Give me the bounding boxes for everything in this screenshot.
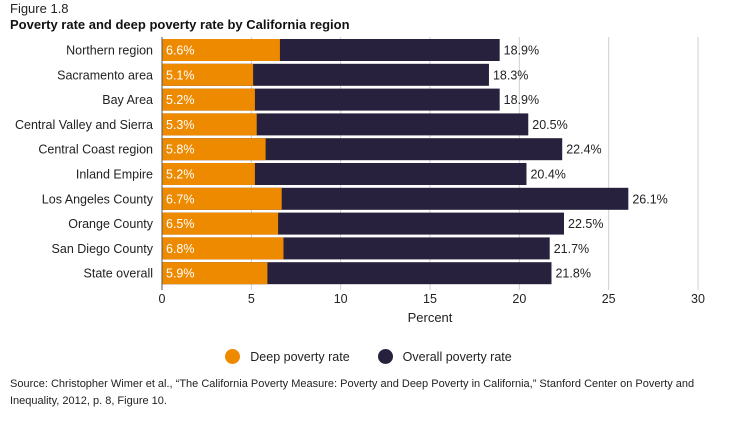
figure-label: Figure 1.8 — [10, 1, 69, 16]
category-label: Central Valley and Sierra — [15, 118, 153, 132]
data-label-overall: 20.4% — [530, 168, 565, 182]
legend: Deep poverty rate Overall poverty rate — [0, 349, 737, 364]
data-label-deep: 5.3% — [166, 118, 195, 132]
data-label-deep: 5.9% — [166, 267, 195, 281]
data-label-overall: 20.5% — [532, 118, 567, 132]
bar-deep-7 — [162, 212, 279, 235]
category-label: Central Coast region — [38, 143, 153, 157]
category-label: Orange County — [68, 217, 154, 231]
chart-plot: Northern region 6.6% 18.9% Sacramento area 5… — [15, 37, 705, 325]
x-tick-label: 25 — [602, 292, 616, 306]
data-label-overall: 21.8% — [555, 267, 590, 281]
data-label-deep: 5.1% — [166, 68, 195, 82]
category-label: Northern region — [66, 44, 153, 58]
data-label-overall: 26.1% — [632, 192, 667, 206]
category-label: Sacramento area — [57, 68, 153, 82]
bar-deep-1 — [162, 63, 254, 86]
bar-deep-8 — [162, 237, 284, 260]
data-label-overall: 18.9% — [504, 93, 539, 107]
x-tick-label: 0 — [159, 292, 166, 306]
data-label-overall: 21.7% — [554, 242, 589, 256]
data-label-deep: 5.2% — [166, 93, 195, 107]
bar-deep-9 — [162, 262, 268, 285]
data-label-deep: 5.8% — [166, 143, 195, 157]
legend-label-overall: Overall poverty rate — [402, 349, 512, 364]
x-axis-title: Percent — [408, 310, 453, 325]
bar-deep-4 — [162, 138, 266, 161]
category-label: State overall — [84, 267, 153, 281]
data-label-deep: 6.6% — [166, 44, 195, 58]
bar-deep-2 — [162, 88, 255, 111]
data-label-deep: 5.2% — [166, 168, 195, 182]
data-label-deep: 6.8% — [166, 242, 195, 256]
x-tick-label: 5 — [248, 292, 255, 306]
source-note: Source: Christopher Wimer et al., “The C… — [10, 378, 695, 407]
category-label: Inland Empire — [76, 168, 153, 182]
data-label-deep: 6.7% — [166, 192, 195, 206]
category-label: Bay Area — [102, 93, 153, 107]
x-tick-label: 15 — [423, 292, 437, 306]
chart-title: Poverty rate and deep poverty rate by Ca… — [10, 17, 350, 32]
bar-deep-0 — [162, 39, 280, 61]
data-label-overall: 18.9% — [504, 44, 539, 58]
category-label: Los Angeles County — [42, 192, 154, 206]
data-label-overall: 18.3% — [493, 68, 528, 82]
bar-deep-3 — [162, 113, 257, 136]
bar-deep-6 — [162, 187, 282, 210]
data-label-overall: 22.4% — [566, 143, 601, 157]
legend-label-deep: Deep poverty rate — [250, 349, 350, 364]
legend-item-overall: Overall poverty rate — [377, 349, 512, 364]
x-tick-label: 20 — [512, 292, 526, 306]
data-label-deep: 6.5% — [166, 217, 195, 231]
legend-item-deep: Deep poverty rate — [225, 349, 350, 364]
legend-swatch-deep — [225, 349, 241, 364]
legend-swatch-overall — [377, 349, 393, 364]
x-tick-label: 30 — [691, 292, 705, 306]
category-label: San Diego County — [52, 242, 154, 256]
data-label-overall: 22.5% — [568, 217, 603, 231]
bar-deep-5 — [162, 163, 255, 185]
x-tick-label: 10 — [334, 292, 348, 306]
